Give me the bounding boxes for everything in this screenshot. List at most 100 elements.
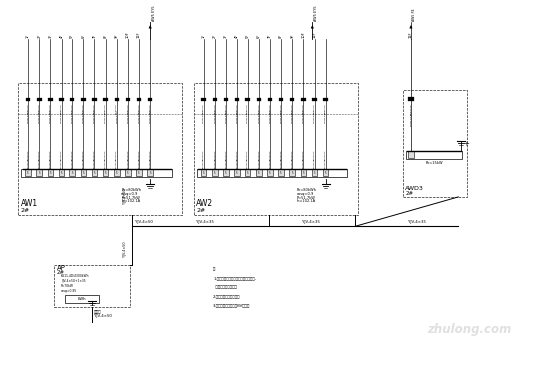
Text: P1-63C40: P1-63C40 — [247, 150, 248, 160]
Text: 11F: 11F — [137, 32, 141, 38]
Text: 5: 5 — [27, 171, 29, 175]
Text: 3F: 3F — [224, 34, 228, 38]
Text: PM8W-3×25: PM8W-3×25 — [50, 109, 51, 123]
Text: P1-63C40: P1-63C40 — [325, 103, 326, 114]
Bar — [202, 98, 206, 101]
Text: PM8W-3×25: PM8W-3×25 — [269, 109, 270, 123]
Bar — [301, 169, 306, 176]
Bar — [48, 98, 53, 101]
Bar — [194, 83, 358, 215]
Text: cosφ=0.9: cosφ=0.9 — [297, 192, 314, 196]
Text: P1-63C40: P1-63C40 — [39, 103, 40, 114]
Text: P1-63C40: P1-63C40 — [314, 157, 315, 168]
Bar — [201, 169, 207, 176]
Text: P1-63C40: P1-63C40 — [214, 103, 215, 114]
Text: P1-63C40: P1-63C40 — [281, 150, 282, 160]
Bar — [137, 98, 141, 101]
Text: PM8W-3×25: PM8W-3×25 — [303, 109, 304, 123]
Text: PM8W-3×25: PM8W-3×25 — [127, 109, 128, 123]
Text: P1-63C40: P1-63C40 — [150, 103, 151, 114]
Text: P1-63C40: P1-63C40 — [138, 103, 139, 114]
Text: P1-63C40: P1-63C40 — [27, 103, 29, 114]
Bar — [70, 98, 74, 101]
Text: P1-63C40: P1-63C40 — [314, 150, 315, 160]
Text: 注:: 注: — [213, 267, 217, 271]
Text: P1-63C40: P1-63C40 — [303, 150, 304, 160]
Text: 5: 5 — [269, 171, 271, 175]
Text: P1-63C40: P1-63C40 — [127, 157, 128, 168]
Text: P1-63C40: P1-63C40 — [269, 150, 270, 160]
Text: 5: 5 — [247, 171, 249, 175]
Text: cosφ=0.9: cosφ=0.9 — [121, 192, 138, 196]
Bar — [125, 169, 130, 176]
Text: P1-63C40: P1-63C40 — [258, 150, 259, 160]
Text: P1-63C40: P1-63C40 — [27, 150, 29, 160]
Text: P1-63C40: P1-63C40 — [94, 103, 95, 114]
Text: P1-63C40: P1-63C40 — [83, 103, 84, 114]
Text: 5: 5 — [94, 171, 95, 175]
Text: 2.各户用电表自行安装。: 2.各户用电表自行安装。 — [213, 294, 241, 298]
Text: PM8W-3×25: PM8W-3×25 — [105, 109, 106, 123]
Text: P1-63C40: P1-63C40 — [83, 157, 84, 168]
Text: 1.本配电箱内开关、互感器、电能表等,: 1.本配电箱内开关、互感器、电能表等, — [213, 276, 256, 280]
Bar — [125, 98, 130, 101]
Text: 5: 5 — [127, 171, 129, 175]
Text: PM8W-3×25: PM8W-3×25 — [27, 109, 29, 123]
Text: 5F: 5F — [70, 34, 74, 38]
Text: 1F: 1F — [202, 34, 206, 38]
Bar — [312, 169, 318, 176]
Text: 10F: 10F — [301, 32, 305, 38]
Bar — [212, 169, 218, 176]
Bar — [290, 98, 295, 101]
Text: +: + — [464, 141, 470, 147]
Bar — [245, 169, 250, 176]
Bar — [278, 169, 284, 176]
Text: PM8W-5×45: PM8W-5×45 — [410, 112, 412, 126]
Bar — [26, 98, 30, 101]
Bar — [268, 98, 272, 101]
Text: P1-63C40: P1-63C40 — [325, 157, 326, 168]
Text: P1-63C40: P1-63C40 — [116, 150, 117, 160]
Text: Pn=80kWh: Pn=80kWh — [297, 188, 316, 193]
Text: P1-63C40: P1-63C40 — [247, 103, 248, 114]
Text: 5: 5 — [302, 171, 304, 175]
Bar — [114, 169, 119, 176]
Bar — [245, 98, 250, 101]
Bar — [197, 169, 347, 177]
Bar — [92, 169, 97, 176]
Text: YJV-4×35: YJV-4×35 — [408, 220, 426, 224]
Text: PM8W-3×25: PM8W-3×25 — [214, 109, 216, 123]
Bar — [92, 98, 97, 101]
Text: P1-63C40: P1-63C40 — [116, 157, 117, 168]
Text: 5: 5 — [60, 171, 62, 175]
Text: P1-63C40: P1-63C40 — [39, 157, 40, 168]
Text: P1-63C40: P1-63C40 — [281, 157, 282, 168]
Text: 5: 5 — [82, 171, 84, 175]
Bar — [54, 265, 129, 307]
Text: PM8W-3×25: PM8W-3×25 — [314, 109, 315, 123]
Text: 5: 5 — [258, 171, 260, 175]
Text: P1-63C40: P1-63C40 — [281, 103, 282, 114]
Text: P1-63C40: P1-63C40 — [303, 103, 304, 114]
Text: PM8W-3×25: PM8W-3×25 — [94, 109, 95, 123]
Text: 5: 5 — [291, 171, 293, 175]
Text: PM8W-3×25: PM8W-3×25 — [247, 109, 248, 123]
Bar — [279, 98, 283, 101]
Text: P1-63C40: P1-63C40 — [292, 103, 293, 114]
Text: 7F: 7F — [268, 34, 272, 38]
Text: 5: 5 — [314, 171, 315, 175]
Bar — [256, 98, 261, 101]
Text: PM8W-3×25: PM8W-3×25 — [203, 109, 204, 123]
Text: P1-63C40: P1-63C40 — [105, 103, 106, 114]
Text: 10F: 10F — [126, 32, 130, 38]
Text: 5: 5 — [203, 171, 204, 175]
Bar — [37, 98, 41, 101]
Text: cosφ=0.85: cosφ=0.85 — [61, 289, 77, 293]
Text: P1-63C40: P1-63C40 — [138, 157, 139, 168]
Text: P1-63C40: P1-63C40 — [303, 157, 304, 168]
Bar — [408, 97, 414, 101]
Text: P1-63C40: P1-63C40 — [325, 150, 326, 160]
Text: P1-63C40: P1-63C40 — [61, 157, 62, 168]
Text: P1-63C40: P1-63C40 — [292, 157, 293, 168]
Text: PM8W-3×25: PM8W-3×25 — [72, 109, 73, 123]
